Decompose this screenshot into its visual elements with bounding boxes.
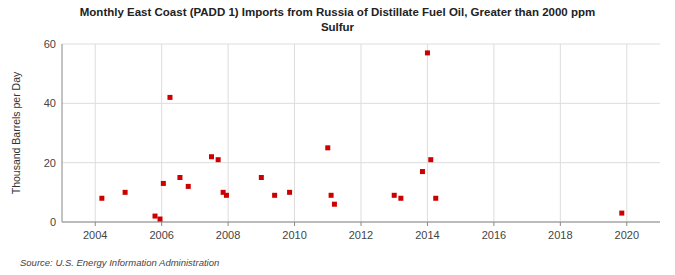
y-grid-line: [62, 222, 660, 223]
point: [332, 202, 337, 207]
point: [99, 196, 104, 201]
x-tick: [493, 222, 494, 226]
x-tick: [560, 222, 561, 226]
point: [177, 175, 182, 180]
x-grid-line: [161, 44, 162, 222]
source-note: Source: U.S. Energy Information Administ…: [20, 257, 219, 268]
x-tick: [427, 222, 428, 226]
subtitle: Sulfur: [321, 21, 355, 33]
chart: Monthly East Coast (PADD 1) Imports from…: [0, 0, 675, 275]
y-tick-label: 40: [44, 97, 56, 109]
point: [224, 193, 229, 198]
x-grid-line: [427, 44, 428, 222]
x-tick: [294, 222, 295, 226]
x-tick-label: 2004: [83, 229, 107, 241]
point: [272, 193, 277, 198]
y-tick-label: 20: [44, 157, 56, 169]
ticks: 0 20 40 60 2004 2006 2008 2010 2012 2014 2016 2018 2…: [44, 38, 639, 241]
point: [153, 214, 158, 219]
x-tick-label: 2014: [415, 229, 439, 241]
y-axis-line: [62, 44, 63, 222]
point: [158, 217, 163, 222]
x-grid-line: [95, 44, 96, 222]
x-tick: [228, 222, 229, 226]
point: [433, 196, 438, 201]
point: [420, 169, 425, 174]
point: [259, 175, 264, 180]
point: [392, 193, 397, 198]
x-tick: [626, 222, 627, 226]
x-grid-line: [361, 44, 362, 222]
x-grid-line: [493, 44, 494, 222]
point: [216, 157, 221, 162]
y-axis-label: Thousand Barrels per Day: [10, 71, 22, 194]
points: [99, 50, 624, 221]
point: [428, 157, 433, 162]
point: [398, 196, 403, 201]
x-tick: [361, 222, 362, 226]
x-grid-line: [294, 44, 295, 222]
x-tick: [161, 222, 162, 226]
point: [123, 190, 128, 195]
grid: [62, 44, 660, 222]
point: [287, 190, 292, 195]
point: [329, 193, 334, 198]
point: [425, 50, 430, 55]
y-tick-label: 0: [50, 216, 56, 228]
x-tick-label: 2018: [548, 229, 572, 241]
x-grid-line: [626, 44, 627, 222]
x-tick-label: 2020: [615, 229, 639, 241]
point: [209, 154, 214, 159]
x-axis-line: [62, 222, 660, 223]
point: [186, 184, 191, 189]
x-tick-label: 2006: [149, 229, 173, 241]
x-tick-label: 2012: [349, 229, 373, 241]
point: [325, 145, 330, 150]
x-tick-label: 2016: [482, 229, 506, 241]
point: [167, 95, 172, 100]
x-tick-label: 2010: [282, 229, 306, 241]
x-tick-label: 2008: [216, 229, 240, 241]
x-tick: [95, 222, 96, 226]
y-tick-label: 60: [44, 38, 56, 50]
point: [619, 211, 624, 216]
point: [161, 181, 166, 186]
x-grid-line: [560, 44, 561, 222]
title: Monthly East Coast (PADD 1) Imports from…: [80, 6, 595, 18]
